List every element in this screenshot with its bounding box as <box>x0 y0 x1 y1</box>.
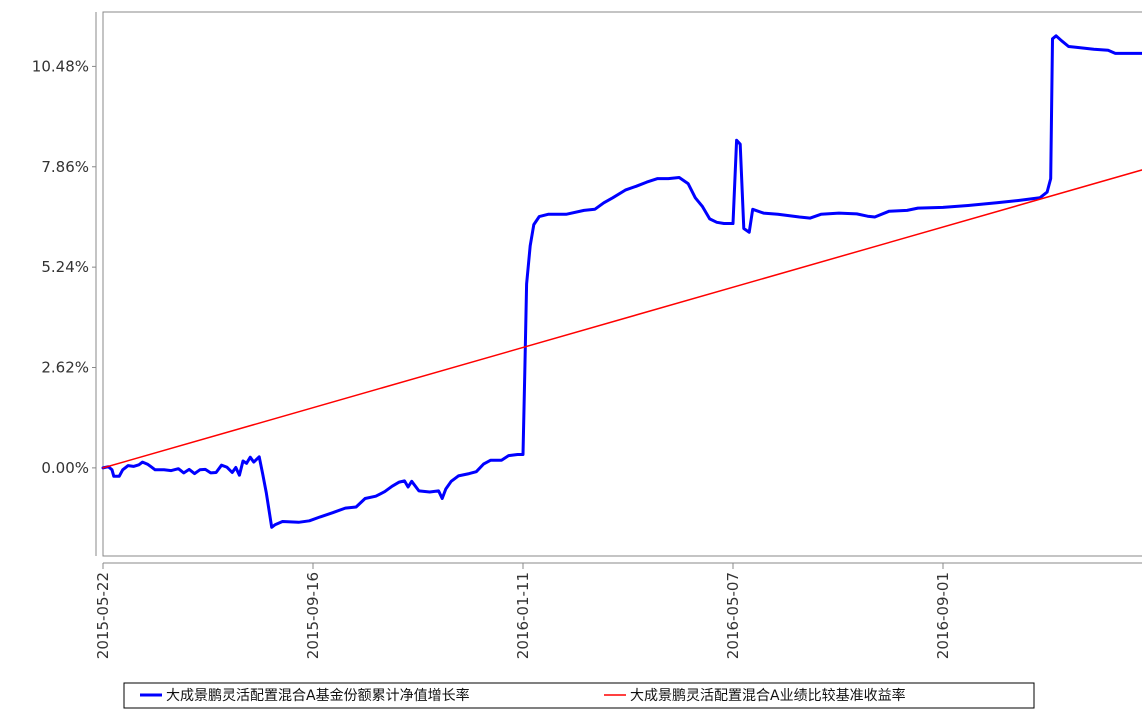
legend-label-series-1: 大成景鹏灵活配置混合A基金份额累计净值增长率 <box>166 687 470 704</box>
legend-box <box>123 682 1035 709</box>
x-tick-label: 2015-05-22 <box>94 572 112 659</box>
x-tick-label: 2016-05-07 <box>724 572 742 659</box>
series-layer <box>101 34 1142 529</box>
x-tick-label: 2016-09-01 <box>934 572 952 659</box>
y-tick-label: 0.00% <box>41 459 89 477</box>
series-line-2 <box>102 169 1142 469</box>
series-line-1 <box>101 34 1142 529</box>
y-tick-label: 5.24% <box>41 258 89 276</box>
y-tick-label: 10.48% <box>32 57 89 75</box>
y-tick-label: 7.86% <box>41 158 89 176</box>
x-tick-label: 2016-01-11 <box>514 572 532 659</box>
y-tick-label: 2.62% <box>41 359 89 377</box>
x-tick-label: 2015-09-16 <box>304 572 322 659</box>
x-axis-ticks: 2015-05-22 2015-09-16 2016-01-11 2016-05-07… <box>94 563 952 659</box>
y-axis-ticks: 0.00% 2.62% 5.24% 7.86% 10.48% <box>32 57 96 477</box>
legend: 大成景鹏灵活配置混合A基金份额累计净值增长率 大成景鹏灵活配置混合A业绩比较基准… <box>123 682 1035 709</box>
plot-frame <box>102 11 1142 557</box>
legend-label-series-2: 大成景鹏灵活配置混合A业绩比较基准收益率 <box>630 687 906 704</box>
